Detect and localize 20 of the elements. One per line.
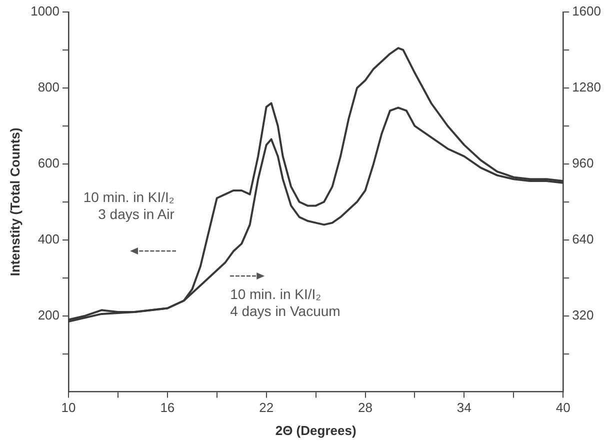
x-tick-label: 10 — [61, 400, 76, 416]
y-tick-label: 800 — [38, 80, 60, 95]
annotation: 10 min. in KI/I₂ 4 days in Vacuum — [230, 286, 340, 320]
x-tick-label: 28 — [358, 400, 372, 416]
x-tick-label: 34 — [456, 400, 472, 416]
x-tick-label: 40 — [556, 400, 570, 416]
x-axis-title: 2Θ (Degrees) — [275, 422, 356, 438]
y2-tick-label: 1600 — [572, 4, 601, 19]
y2-tick-label: 640 — [572, 231, 594, 246]
x-tick-label: 16 — [160, 400, 175, 416]
x-tick-label: 22 — [259, 400, 274, 416]
y2-tick-label: 320 — [572, 307, 594, 322]
y-tick-label: 600 — [38, 156, 60, 170]
y-tick-label: 200 — [38, 307, 60, 322]
y-tick-label: 400 — [38, 231, 60, 246]
y2-tick-label: 1280 — [572, 80, 601, 95]
y-tick-label: 1000 — [30, 4, 60, 19]
y-axis-title: Intenstity (Total Counts) — [7, 128, 22, 276]
annotation: 10 min. in KI/I₂ 3 days in Air — [83, 188, 174, 223]
y2-tick-label: 960 — [572, 156, 594, 170]
